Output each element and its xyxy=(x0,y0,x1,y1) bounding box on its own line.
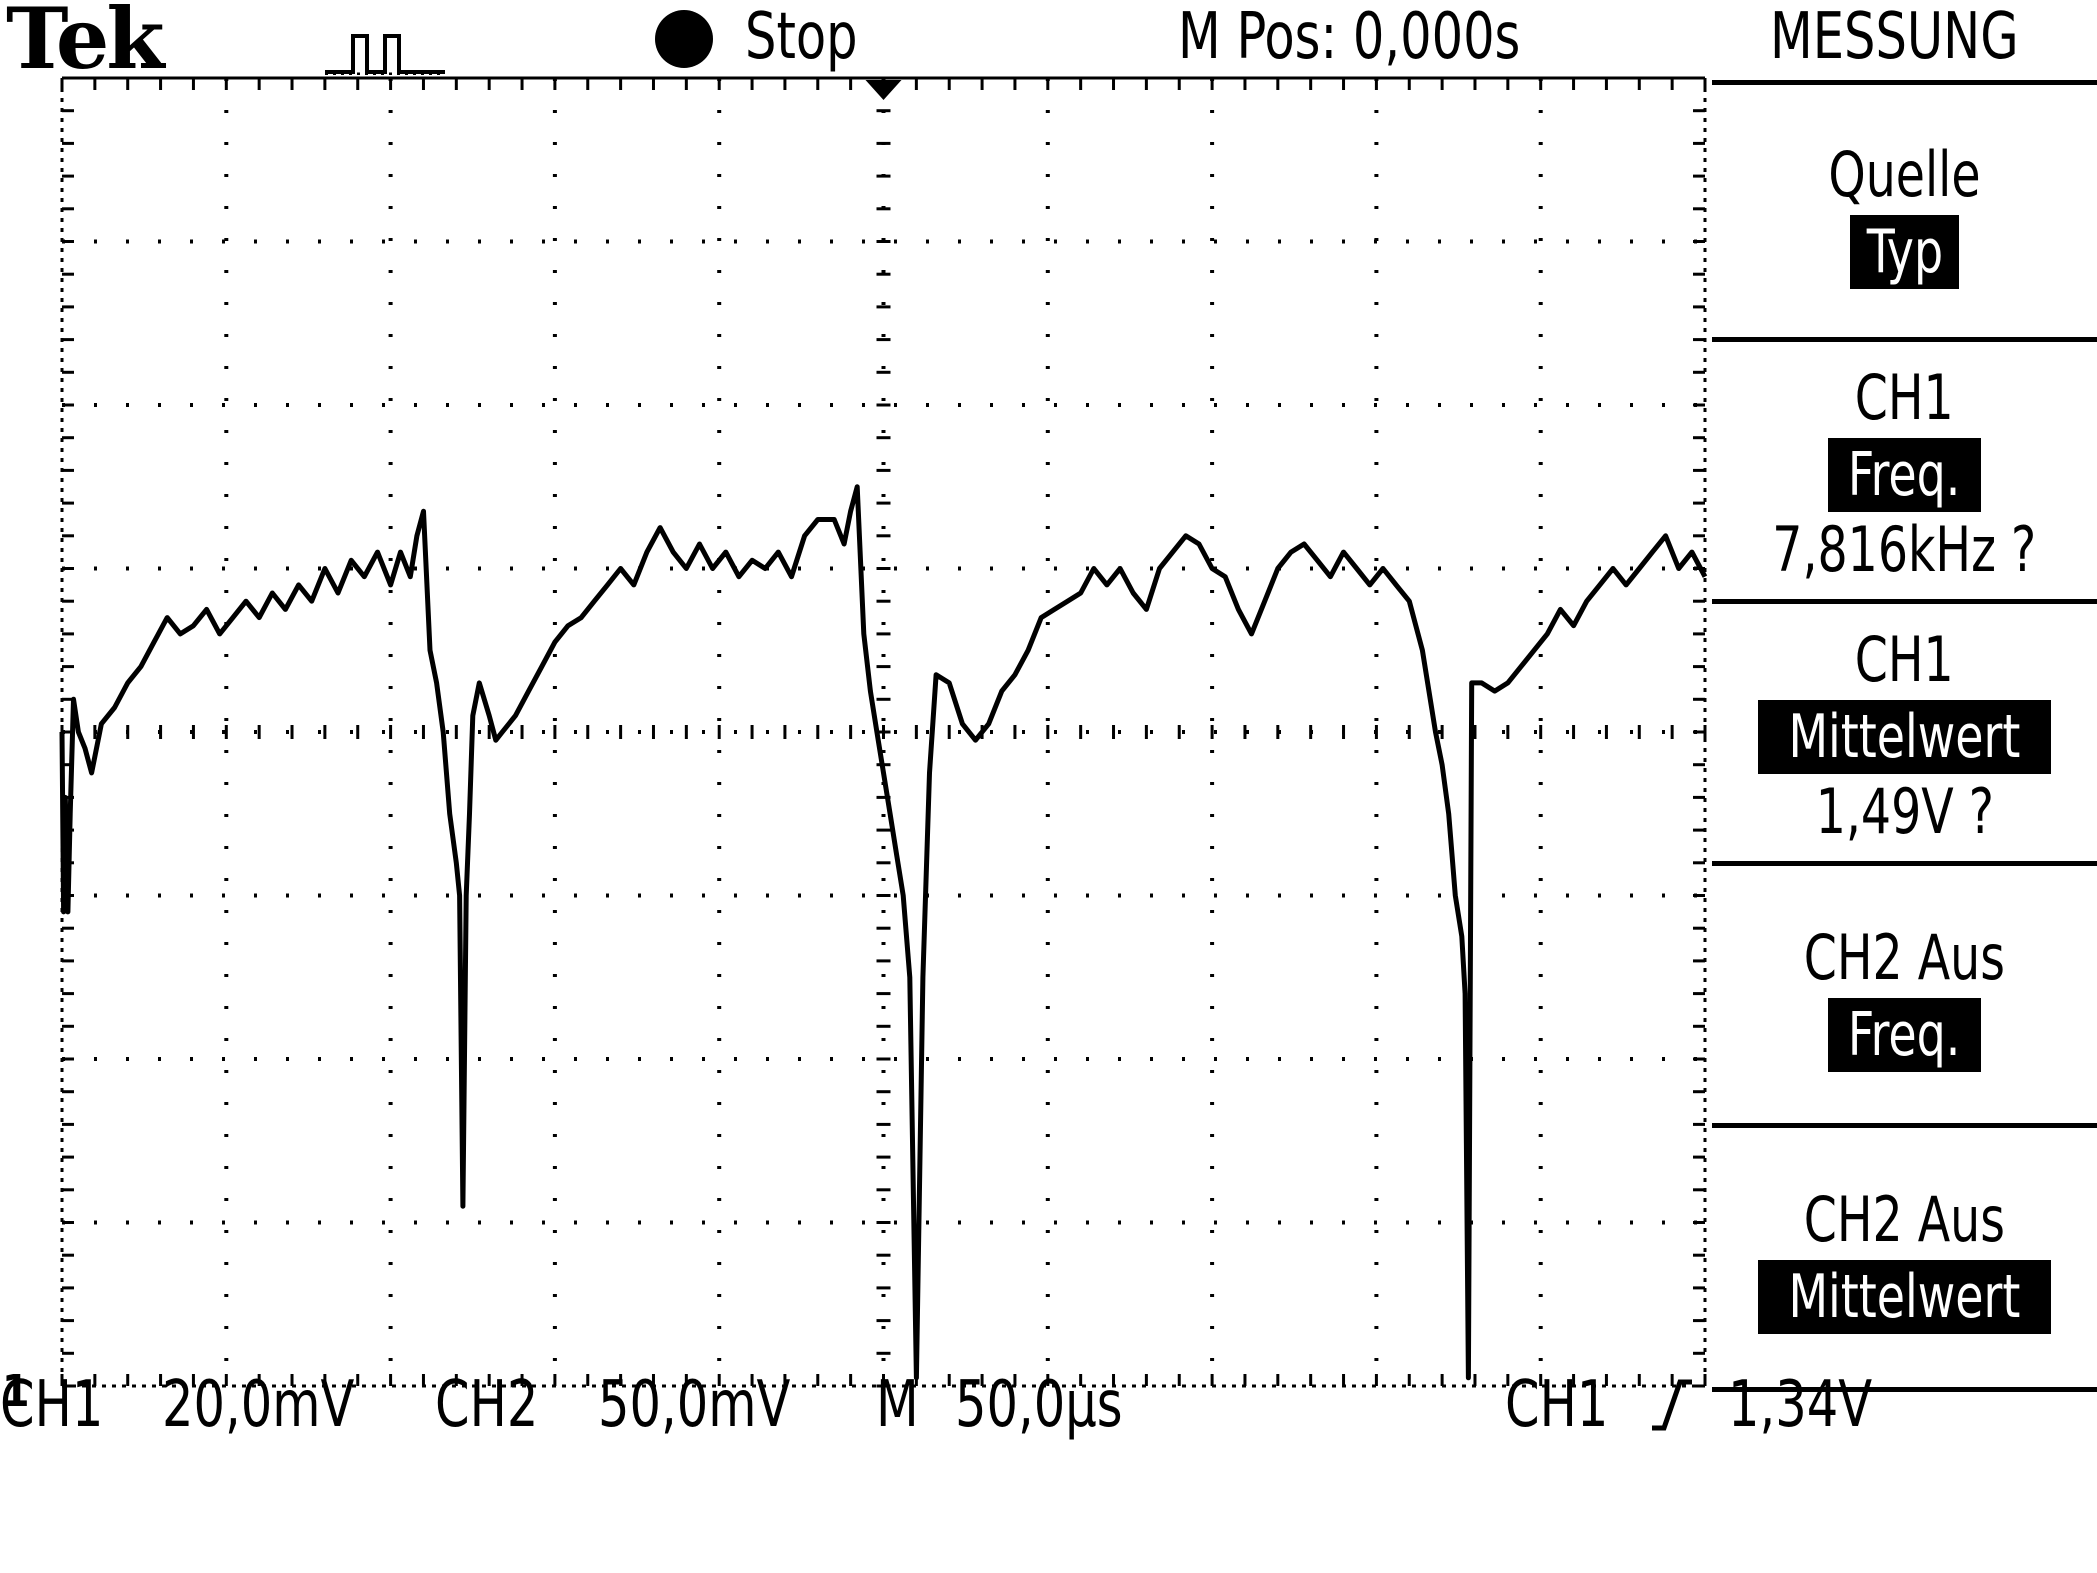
menu-line-label: CH1 xyxy=(1855,361,1954,434)
ch2-scale: 50,0mV xyxy=(598,1368,791,1442)
m-position-readout: M Pos: 0,000s xyxy=(1178,0,1521,74)
trigger-source: CH1 xyxy=(1505,1368,1609,1442)
trigger-position-marker xyxy=(865,80,902,100)
menu-button-ch1-mittelwert[interactable]: CH1 Mittelwert 1,49V ? xyxy=(1712,599,2097,864)
timebase-value: 50,0µs xyxy=(955,1368,1123,1442)
ch1-ground-marker: 1 xyxy=(2,1366,30,1417)
menu-line-label: CH1 xyxy=(1855,623,1954,696)
trigger-level: 1,34V xyxy=(1728,1368,1873,1442)
run-state: Stop xyxy=(745,0,858,74)
ch1-label: CH1 xyxy=(0,1368,104,1442)
menu-button-ch2-freq[interactable]: CH2 Aus Freq. xyxy=(1712,861,2097,1126)
menu-highlight: Mittelwert xyxy=(1758,1260,2051,1334)
waveform-ch1 xyxy=(59,484,1708,1381)
graticule xyxy=(60,76,1707,1388)
rising-edge-icon xyxy=(1652,1379,1692,1431)
menu-highlight: Freq. xyxy=(1828,998,1981,1072)
menu-title: MESSUNG xyxy=(1770,0,2019,74)
brand-logo: Tek xyxy=(6,0,165,88)
ch1-waveform xyxy=(59,484,1708,1381)
menu-line-label: CH2 Aus xyxy=(1803,1183,2006,1256)
menu-line-label: Quelle xyxy=(1828,138,1981,211)
menu-line-label: CH2 Aus xyxy=(1803,921,2006,994)
menu-button-quelle[interactable]: Quelle Typ xyxy=(1712,80,2097,340)
menu-highlight: Typ xyxy=(1849,215,1960,289)
menu-highlight: Mittelwert xyxy=(1758,700,2051,774)
ch2-label: CH2 xyxy=(435,1368,539,1442)
menu-button-ch1-freq[interactable]: CH1 Freq. 7,816kHz ? xyxy=(1712,337,2097,602)
ch1-scale: 20,0mV xyxy=(162,1368,355,1442)
menu-button-ch2-mittelwert[interactable]: CH2 Aus Mittelwert xyxy=(1712,1123,2097,1390)
menu-value: 1,49V ? xyxy=(1815,775,1994,848)
menu-highlight: Freq. xyxy=(1828,438,1981,512)
trigger-position-waveform-icon xyxy=(325,34,445,75)
menu-value: 7,816kHz ? xyxy=(1772,513,2037,586)
stop-dot-icon xyxy=(655,10,713,68)
menu-bottom-border xyxy=(1712,1387,2097,1392)
timebase-label: M xyxy=(876,1368,919,1442)
